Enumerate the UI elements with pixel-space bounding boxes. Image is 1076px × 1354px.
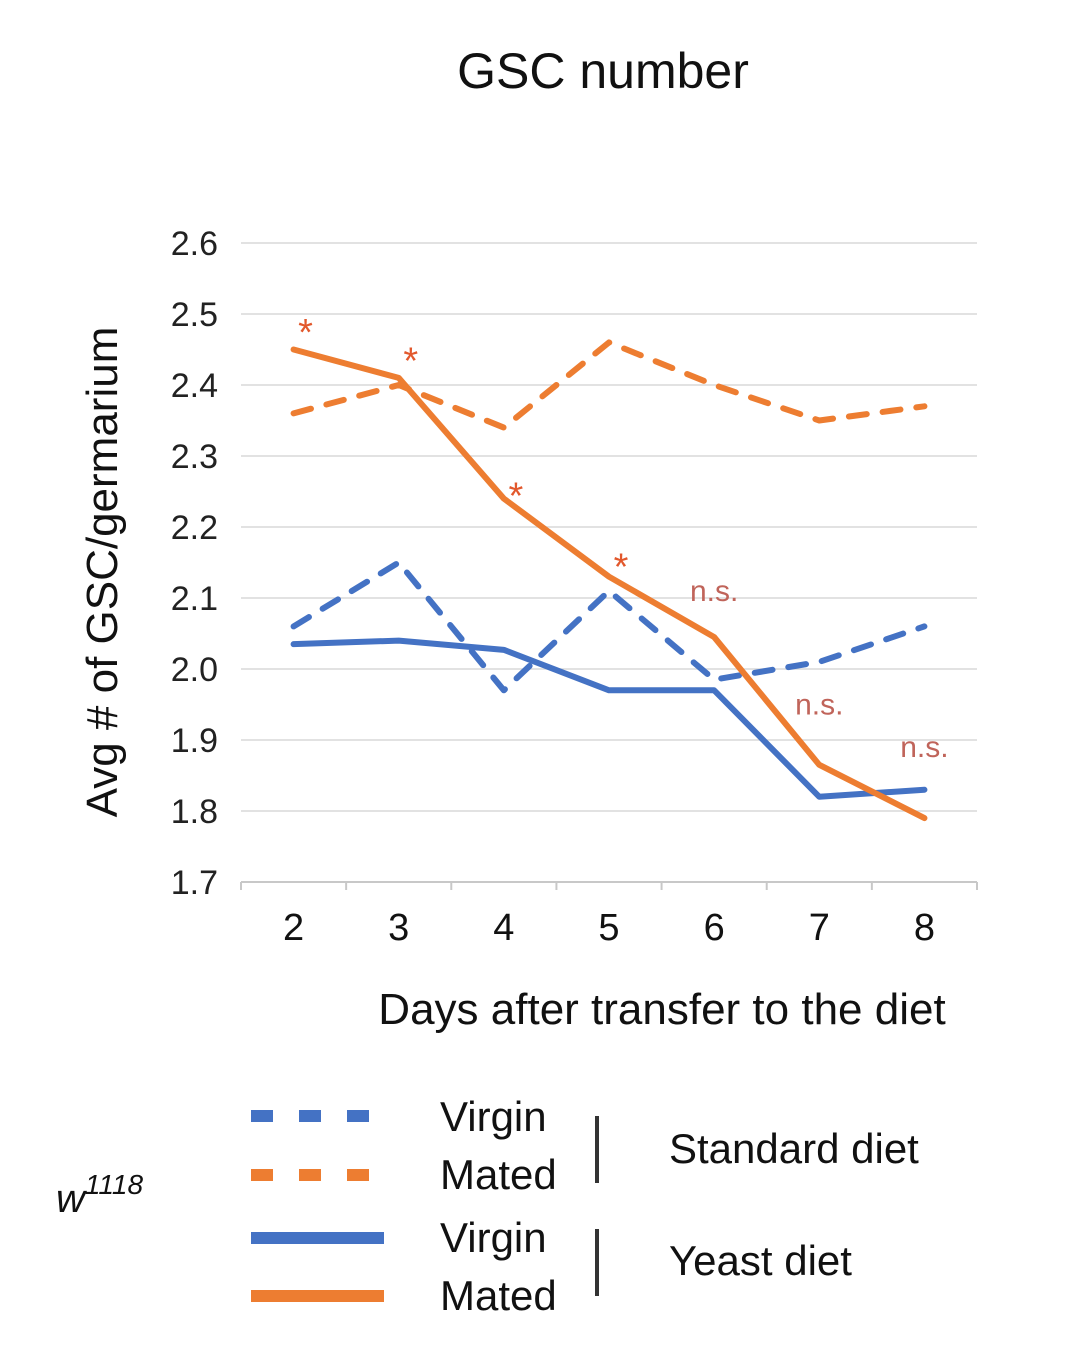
genotype-superscript: 1118 [85,1169,144,1200]
y-tick-label: 2.2 [171,509,218,547]
chart-title: GSC number [457,43,749,99]
significance-asterisk: * [508,475,523,517]
not-significant-label: n.s. [795,689,843,722]
series-line-mated-yeast-diet [290,346,928,822]
y-tick-label: 2.6 [171,225,218,263]
x-tick-label: 2 [283,907,304,949]
x-axis-ticks: 2 3 4 5 6 7 8 [283,907,935,949]
y-axis-label: Avg # of GSC/germarium [78,327,127,818]
y-tick-label: 2.1 [171,580,218,618]
y-tick-label: 2.0 [171,651,218,689]
gridlines [241,242,977,812]
series-line-mated-standard-diet [290,339,928,431]
y-tick-label: 1.9 [171,722,218,760]
y-tick-label: 2.3 [171,438,218,476]
y-axis-ticks: 2.6 2.5 2.4 2.3 2.2 2.1 2.0 1.9 1.8 1.7 [171,225,218,902]
y-tick-label: 2.4 [171,367,218,405]
series-line-virgin-standard-diet [290,559,928,694]
legend-genotype: w1118 [56,1169,143,1221]
legend-label-virgin-yeast: Virgin [440,1214,547,1261]
legend-label-virgin-standard: Virgin [440,1093,547,1140]
y-tick-label: 1.8 [171,793,218,831]
series-line-virgin-yeast-diet [290,637,928,800]
legend-label-mated-yeast: Mated [440,1272,557,1319]
legend-label-mated-standard: Mated [440,1151,557,1198]
x-tick-label: 3 [388,907,409,949]
genotype-name: w [56,1177,88,1221]
legend: w1118 Virgin Mated Virgin Mated Standard… [56,1093,919,1319]
x-axis-label: Days after transfer to the diet [378,985,945,1034]
significance-annotations: * * * * n.s. n.s. n.s. [298,312,948,764]
x-tick-label: 7 [809,907,830,949]
significance-asterisk: * [403,341,418,383]
series-lines [290,339,928,822]
x-axis [240,881,978,890]
legend-diet-yeast: Yeast diet [669,1237,852,1284]
not-significant-label: n.s. [690,575,738,608]
legend-diet-standard: Standard diet [669,1125,919,1172]
significance-asterisk: * [298,312,313,354]
y-tick-label: 1.7 [171,864,218,902]
x-tick-label: 4 [493,907,514,949]
not-significant-label: n.s. [900,731,948,764]
x-tick-label: 8 [914,907,935,949]
significance-asterisk: * [614,546,629,588]
x-tick-label: 6 [704,907,725,949]
y-tick-label: 2.5 [171,296,218,334]
x-tick-label: 5 [598,907,619,949]
